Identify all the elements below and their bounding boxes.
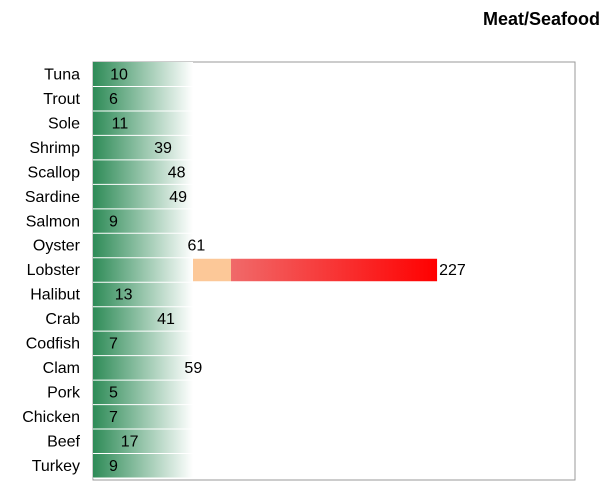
bar bbox=[93, 258, 438, 282]
bar bbox=[93, 185, 168, 208]
y-tick-label: Chicken bbox=[22, 409, 80, 426]
y-tick-label: Trout bbox=[43, 91, 80, 108]
bar bbox=[93, 136, 153, 159]
chart-title: Meat/Seafood bbox=[483, 9, 600, 29]
bar-segment bbox=[93, 63, 109, 86]
value-label: 13 bbox=[115, 287, 133, 304]
value-label: 39 bbox=[154, 140, 172, 157]
y-tick-label: Halibut bbox=[30, 287, 80, 304]
y-tick-label: Turkey bbox=[32, 458, 80, 475]
value-label: 9 bbox=[109, 458, 118, 475]
value-label: 59 bbox=[184, 360, 202, 377]
bar-segment bbox=[231, 258, 438, 282]
y-tick-label: Sardine bbox=[25, 189, 80, 206]
value-label: 41 bbox=[157, 311, 175, 328]
bar-segment bbox=[93, 283, 113, 306]
bar-segment bbox=[93, 332, 104, 355]
y-tick-label: Tuna bbox=[44, 66, 80, 83]
bar-segment bbox=[93, 356, 183, 380]
value-label: 6 bbox=[109, 91, 118, 108]
bar-segment bbox=[93, 405, 104, 429]
bar bbox=[93, 209, 107, 233]
bar-segment bbox=[93, 234, 186, 257]
bar-segment bbox=[93, 209, 107, 233]
bar-segment bbox=[93, 87, 103, 110]
value-label: 9 bbox=[109, 213, 118, 230]
value-label: 49 bbox=[169, 189, 187, 206]
y-tick-label: Shrimp bbox=[29, 140, 80, 157]
y-tick-label: Crab bbox=[45, 311, 80, 328]
bar bbox=[93, 307, 156, 331]
y-tick-label: Beef bbox=[47, 434, 80, 451]
value-label: 7 bbox=[109, 336, 118, 353]
y-tick-label: Clam bbox=[43, 360, 80, 377]
bar-segment bbox=[93, 430, 119, 453]
bar bbox=[93, 160, 166, 184]
value-label: 227 bbox=[439, 262, 466, 279]
value-label: 61 bbox=[187, 238, 205, 255]
bar bbox=[93, 87, 103, 110]
bar bbox=[93, 111, 110, 135]
y-tick-label: Pork bbox=[47, 385, 81, 402]
bar bbox=[93, 283, 113, 306]
value-label: 10 bbox=[110, 66, 128, 83]
y-tick-label: Sole bbox=[48, 115, 80, 132]
value-label: 48 bbox=[168, 164, 186, 181]
value-label: 5 bbox=[109, 385, 118, 402]
y-tick-label: Oyster bbox=[33, 238, 81, 255]
y-tick-label: Codfish bbox=[26, 336, 80, 353]
bar-segment bbox=[93, 111, 110, 135]
bar-segment bbox=[193, 258, 231, 282]
bar-segment bbox=[93, 307, 156, 331]
value-label: 7 bbox=[109, 409, 118, 426]
y-tick-label: Lobster bbox=[27, 262, 81, 279]
bar bbox=[93, 430, 119, 453]
value-label: 11 bbox=[112, 115, 129, 132]
y-tick-label: Scallop bbox=[28, 164, 81, 181]
bar-segment bbox=[93, 136, 153, 159]
bar bbox=[93, 332, 104, 355]
y-tick-label: Salmon bbox=[26, 213, 80, 230]
bar bbox=[93, 405, 104, 429]
bar-segment bbox=[93, 185, 168, 208]
bar-segment bbox=[93, 258, 193, 282]
bar bbox=[93, 454, 107, 477]
value-label: 17 bbox=[121, 434, 139, 451]
bar-segment bbox=[93, 381, 101, 404]
bar-segment bbox=[93, 160, 166, 184]
bar bbox=[93, 356, 183, 380]
bar bbox=[93, 234, 186, 257]
bar bbox=[93, 63, 109, 86]
bar-segment bbox=[93, 454, 107, 477]
bar bbox=[93, 381, 101, 404]
